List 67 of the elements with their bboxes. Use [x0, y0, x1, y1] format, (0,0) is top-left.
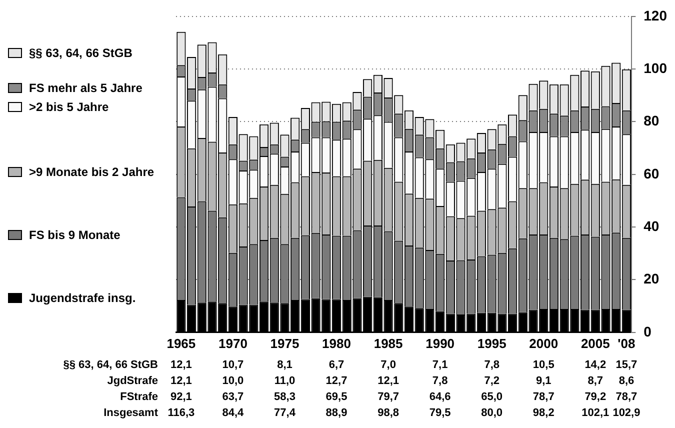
text: 8,6: [618, 375, 634, 388]
legend-label: >9 Monate bis 2 Jahre: [29, 165, 154, 179]
text: FStrafe: [120, 391, 158, 404]
text: 7,0: [380, 359, 396, 372]
text: JgdStrafe: [107, 375, 158, 388]
y-tick-label: 80: [644, 112, 660, 129]
text: 78,7: [532, 391, 554, 404]
text: 80,0: [481, 407, 503, 420]
text: 79,7: [378, 391, 399, 404]
text: 14,2: [584, 359, 606, 372]
x-tick-label: 1985: [374, 336, 403, 351]
x-tick-label: 2000: [529, 336, 558, 351]
text: 12,1: [170, 359, 192, 372]
y-tick-label: 0: [644, 323, 652, 340]
y-tick-label: 120: [644, 7, 668, 24]
x-tick-label: 1980: [322, 336, 351, 351]
text: 10,5: [532, 359, 554, 372]
legend-label: >2 bis 5 Jahre: [29, 100, 109, 114]
text: 7,1: [432, 359, 448, 372]
text: 98,8: [378, 407, 399, 420]
text: 10,0: [222, 375, 244, 388]
text: 7,8: [484, 359, 500, 372]
text: 78,7: [616, 391, 638, 404]
legend-label: FS bis 9 Monate: [29, 228, 120, 242]
text: 79,5: [429, 407, 451, 420]
x-tick-label: 1990: [426, 336, 455, 351]
text: 92,1: [170, 391, 192, 404]
y-tick-label: 100: [644, 60, 668, 76]
text: 12,1: [170, 375, 192, 388]
text: 102,1: [582, 407, 610, 420]
y-tick-label: 20: [644, 270, 660, 287]
text: 116,3: [168, 407, 195, 420]
x-tick-label: 2005: [580, 336, 610, 351]
text: 98,2: [532, 407, 554, 420]
text: 12,7: [326, 375, 348, 388]
text: 9,1: [536, 375, 552, 388]
text: 69,5: [326, 391, 348, 404]
x-tick-label: 1965: [166, 336, 196, 351]
text: 79,2: [584, 391, 606, 404]
text: 88,9: [326, 407, 348, 420]
text: 8,1: [277, 359, 292, 372]
y-tick-label: 40: [644, 218, 660, 234]
text: 63,7: [222, 391, 244, 404]
text: 58,3: [274, 391, 296, 404]
text: 77,4: [274, 407, 296, 420]
text: 65,0: [481, 391, 503, 404]
x-tick-label: 1995: [477, 336, 506, 351]
text: 84,4: [222, 407, 245, 420]
text: 6,7: [328, 359, 344, 372]
text: 10,7: [222, 359, 244, 372]
x-tick-label: 1970: [218, 336, 248, 351]
text: 7,2: [484, 375, 500, 388]
text: 15,7: [616, 359, 638, 372]
text: 64,6: [429, 391, 451, 404]
text: 12,1: [378, 375, 399, 388]
text: 102,9: [612, 407, 640, 420]
x-tick-label: '08: [618, 336, 636, 351]
text: 7,8: [432, 375, 448, 388]
text: 8,7: [588, 375, 604, 388]
x-tick-label: 1975: [270, 336, 300, 351]
legend-label: FS mehr als 5 Jahre: [29, 81, 142, 95]
legend-label: §§ 63, 64, 66 StGB: [29, 46, 132, 60]
text: Insgesamt: [104, 407, 158, 420]
y-tick-label: 60: [644, 165, 660, 182]
text: §§ 63, 64, 66 StGB: [63, 359, 158, 372]
legend-label: Jugendstrafe insg.: [29, 291, 136, 305]
text: 11,0: [274, 375, 296, 388]
